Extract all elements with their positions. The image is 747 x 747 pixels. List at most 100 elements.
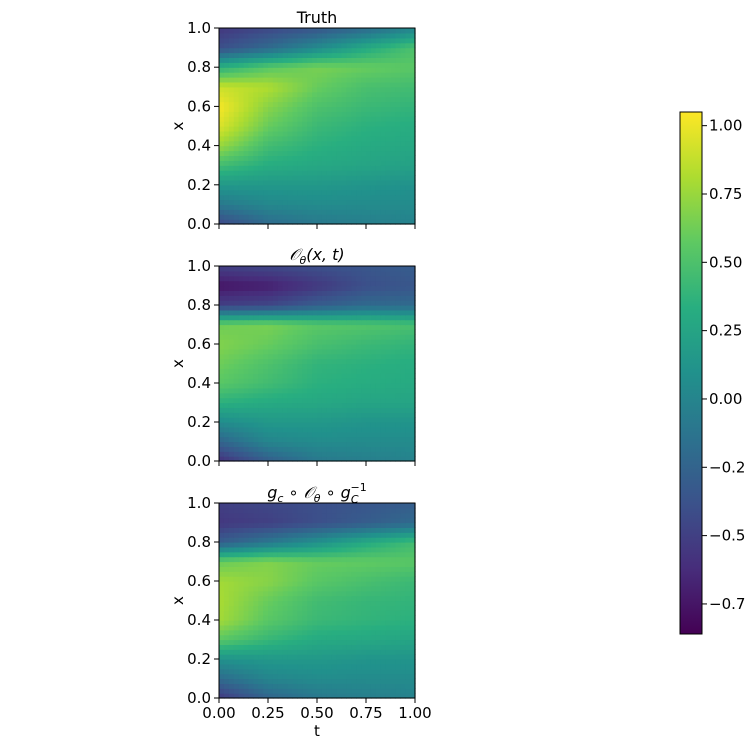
- heatmap-cell: [336, 422, 343, 428]
- heatmap-cell: [253, 373, 259, 379]
- heatmap-cell: [336, 368, 343, 374]
- heatmap-cell: [292, 629, 298, 636]
- heatmap-cell: [395, 503, 401, 509]
- heatmap-cell: [272, 363, 279, 369]
- heatmap-cell: [277, 624, 284, 631]
- heatmap-cell: [297, 305, 303, 311]
- heatmap-cell: [223, 566, 230, 572]
- heatmap-cell: [268, 175, 274, 181]
- heatmap-cell: [351, 145, 357, 152]
- heatmap-cell: [223, 673, 230, 680]
- heatmap-cell: [253, 52, 259, 58]
- heatmap-cell: [292, 542, 298, 548]
- heatmap-cell: [410, 629, 416, 636]
- heatmap-cell: [361, 542, 367, 548]
- heatmap-cell: [238, 130, 245, 137]
- heatmap-cell: [248, 373, 254, 379]
- heatmap-cell: [228, 412, 235, 418]
- heatmap-cell: [356, 576, 362, 582]
- heatmap-panel-1: 0.00.20.40.60.81.0x: [169, 19, 416, 233]
- heatmap-cell: [395, 576, 401, 582]
- heatmap-cell: [331, 329, 338, 335]
- heatmap-cell: [263, 42, 269, 49]
- heatmap-cell: [302, 620, 308, 626]
- heatmap-cell: [405, 155, 411, 161]
- heatmap-cell: [366, 546, 372, 553]
- heatmap-cell: [223, 378, 230, 384]
- heatmap-cell: [370, 165, 377, 171]
- heatmap-cell: [410, 150, 416, 156]
- heatmap-cell: [219, 130, 225, 137]
- heatmap-cell: [282, 446, 289, 452]
- heatmap-cell: [272, 566, 279, 572]
- heatmap-cell: [307, 673, 313, 680]
- heatmap-cell: [336, 37, 343, 44]
- heatmap-cell: [351, 571, 357, 577]
- heatmap-cell: [297, 194, 303, 201]
- heatmap-cell: [238, 126, 245, 132]
- heatmap-cell: [307, 566, 313, 572]
- heatmap-cell: [366, 456, 372, 462]
- heatmap-cell: [302, 561, 308, 567]
- heatmap-cell: [282, 344, 289, 350]
- heatmap-cell: [395, 358, 401, 365]
- heatmap-cell: [326, 106, 333, 112]
- heatmap-cell: [380, 344, 387, 350]
- heatmap-cell: [238, 431, 245, 438]
- heatmap-cell: [272, 300, 279, 306]
- heatmap-cell: [233, 634, 240, 641]
- heatmap-cell: [351, 542, 357, 548]
- heatmap-cell: [331, 422, 338, 428]
- heatmap-cell: [228, 368, 235, 374]
- heatmap-cell: [361, 214, 367, 220]
- heatmap-cell: [277, 126, 284, 132]
- heatmap-cell: [385, 649, 392, 655]
- heatmap-cell: [277, 595, 284, 602]
- heatmap-cell: [248, 668, 254, 675]
- heatmap-cell: [312, 600, 318, 606]
- heatmap-cell: [400, 426, 406, 433]
- heatmap-cell: [336, 52, 343, 58]
- heatmap-cell: [243, 610, 249, 616]
- heatmap-cell: [243, 150, 249, 156]
- heatmap-cell: [361, 140, 367, 147]
- heatmap-cell: [228, 561, 235, 567]
- heatmap-cell: [277, 451, 284, 457]
- heatmap-cell: [258, 67, 264, 73]
- heatmap-cell: [302, 77, 308, 83]
- heatmap-cell: [292, 165, 298, 171]
- heatmap-cell: [277, 566, 284, 572]
- heatmap-cell: [219, 639, 225, 645]
- heatmap-cell: [272, 412, 279, 418]
- heatmap-cell: [385, 615, 392, 621]
- heatmap-cell: [317, 441, 323, 447]
- heatmap-cell: [228, 663, 235, 670]
- heatmap-cell: [282, 57, 289, 63]
- heatmap-cell: [390, 62, 396, 68]
- heatmap-cell: [268, 585, 274, 592]
- heatmap-cell: [400, 175, 406, 181]
- heatmap-cell: [385, 527, 392, 533]
- heatmap-cell: [233, 275, 240, 282]
- heatmap-cell: [297, 678, 303, 684]
- heatmap-cell: [410, 397, 416, 404]
- heatmap-cell: [228, 179, 235, 186]
- heatmap-cell: [385, 130, 392, 137]
- heatmap-cell: [307, 668, 313, 675]
- heatmap-cell: [317, 111, 323, 117]
- heatmap-cell: [292, 668, 298, 675]
- heatmap-cell: [317, 280, 323, 287]
- heatmap-cell: [223, 96, 230, 103]
- heatmap-cell: [331, 673, 338, 680]
- heatmap-cell: [312, 634, 318, 641]
- heatmap-cell: [238, 417, 245, 423]
- heatmap-cell: [248, 140, 254, 147]
- heatmap-cell: [233, 319, 240, 326]
- heatmap-cell: [321, 111, 328, 117]
- heatmap-cell: [410, 47, 416, 54]
- heatmap-cell: [248, 649, 254, 655]
- heatmap-cell: [400, 688, 406, 694]
- heatmap-cell: [292, 52, 298, 58]
- heatmap-cell: [233, 620, 240, 626]
- heatmap-cell: [341, 86, 347, 93]
